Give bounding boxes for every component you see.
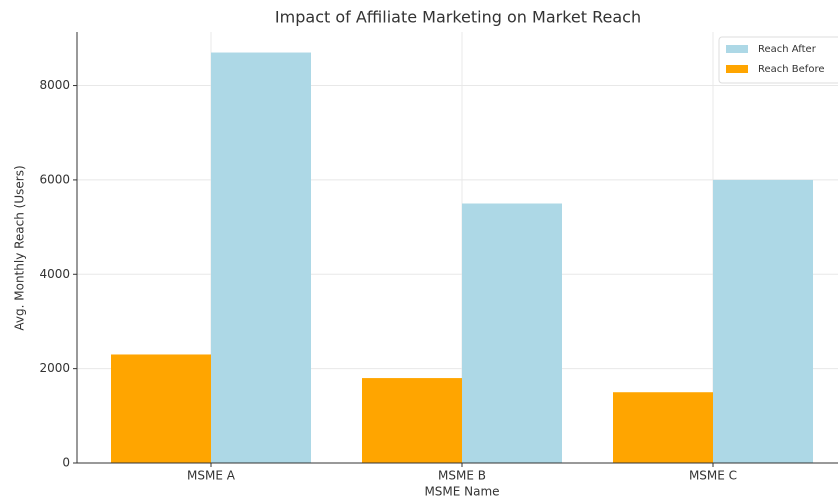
bar: [462, 203, 562, 464]
y-tick-label: 8000: [39, 78, 70, 92]
legend-swatch: [726, 45, 748, 53]
bar: [713, 179, 813, 464]
x-axis-label: MSME Name: [424, 485, 499, 499]
y-tick-label: 6000: [39, 172, 70, 186]
bar: [613, 392, 713, 463]
x-tick-label: MSME A: [187, 469, 236, 483]
y-tick-label: 2000: [39, 361, 70, 375]
y-tick-label: 0: [62, 456, 70, 470]
legend-label: Reach After: [758, 44, 817, 55]
legend-box: [718, 36, 838, 84]
legend-label: Reach Before: [758, 64, 825, 75]
x-tick-label: MSME C: [689, 469, 737, 483]
bar: [111, 354, 211, 463]
bar: [211, 52, 311, 464]
y-axis-label: Avg. Monthly Reach (Users): [13, 165, 27, 330]
legend-swatch: [726, 65, 748, 73]
y-tick-label: 4000: [39, 267, 70, 281]
chart-title: Impact of Affiliate Marketing on Market …: [275, 8, 641, 27]
x-tick-label: MSME B: [438, 469, 486, 483]
bar: [362, 378, 462, 463]
legend: Reach After Reach Before: [718, 36, 838, 84]
